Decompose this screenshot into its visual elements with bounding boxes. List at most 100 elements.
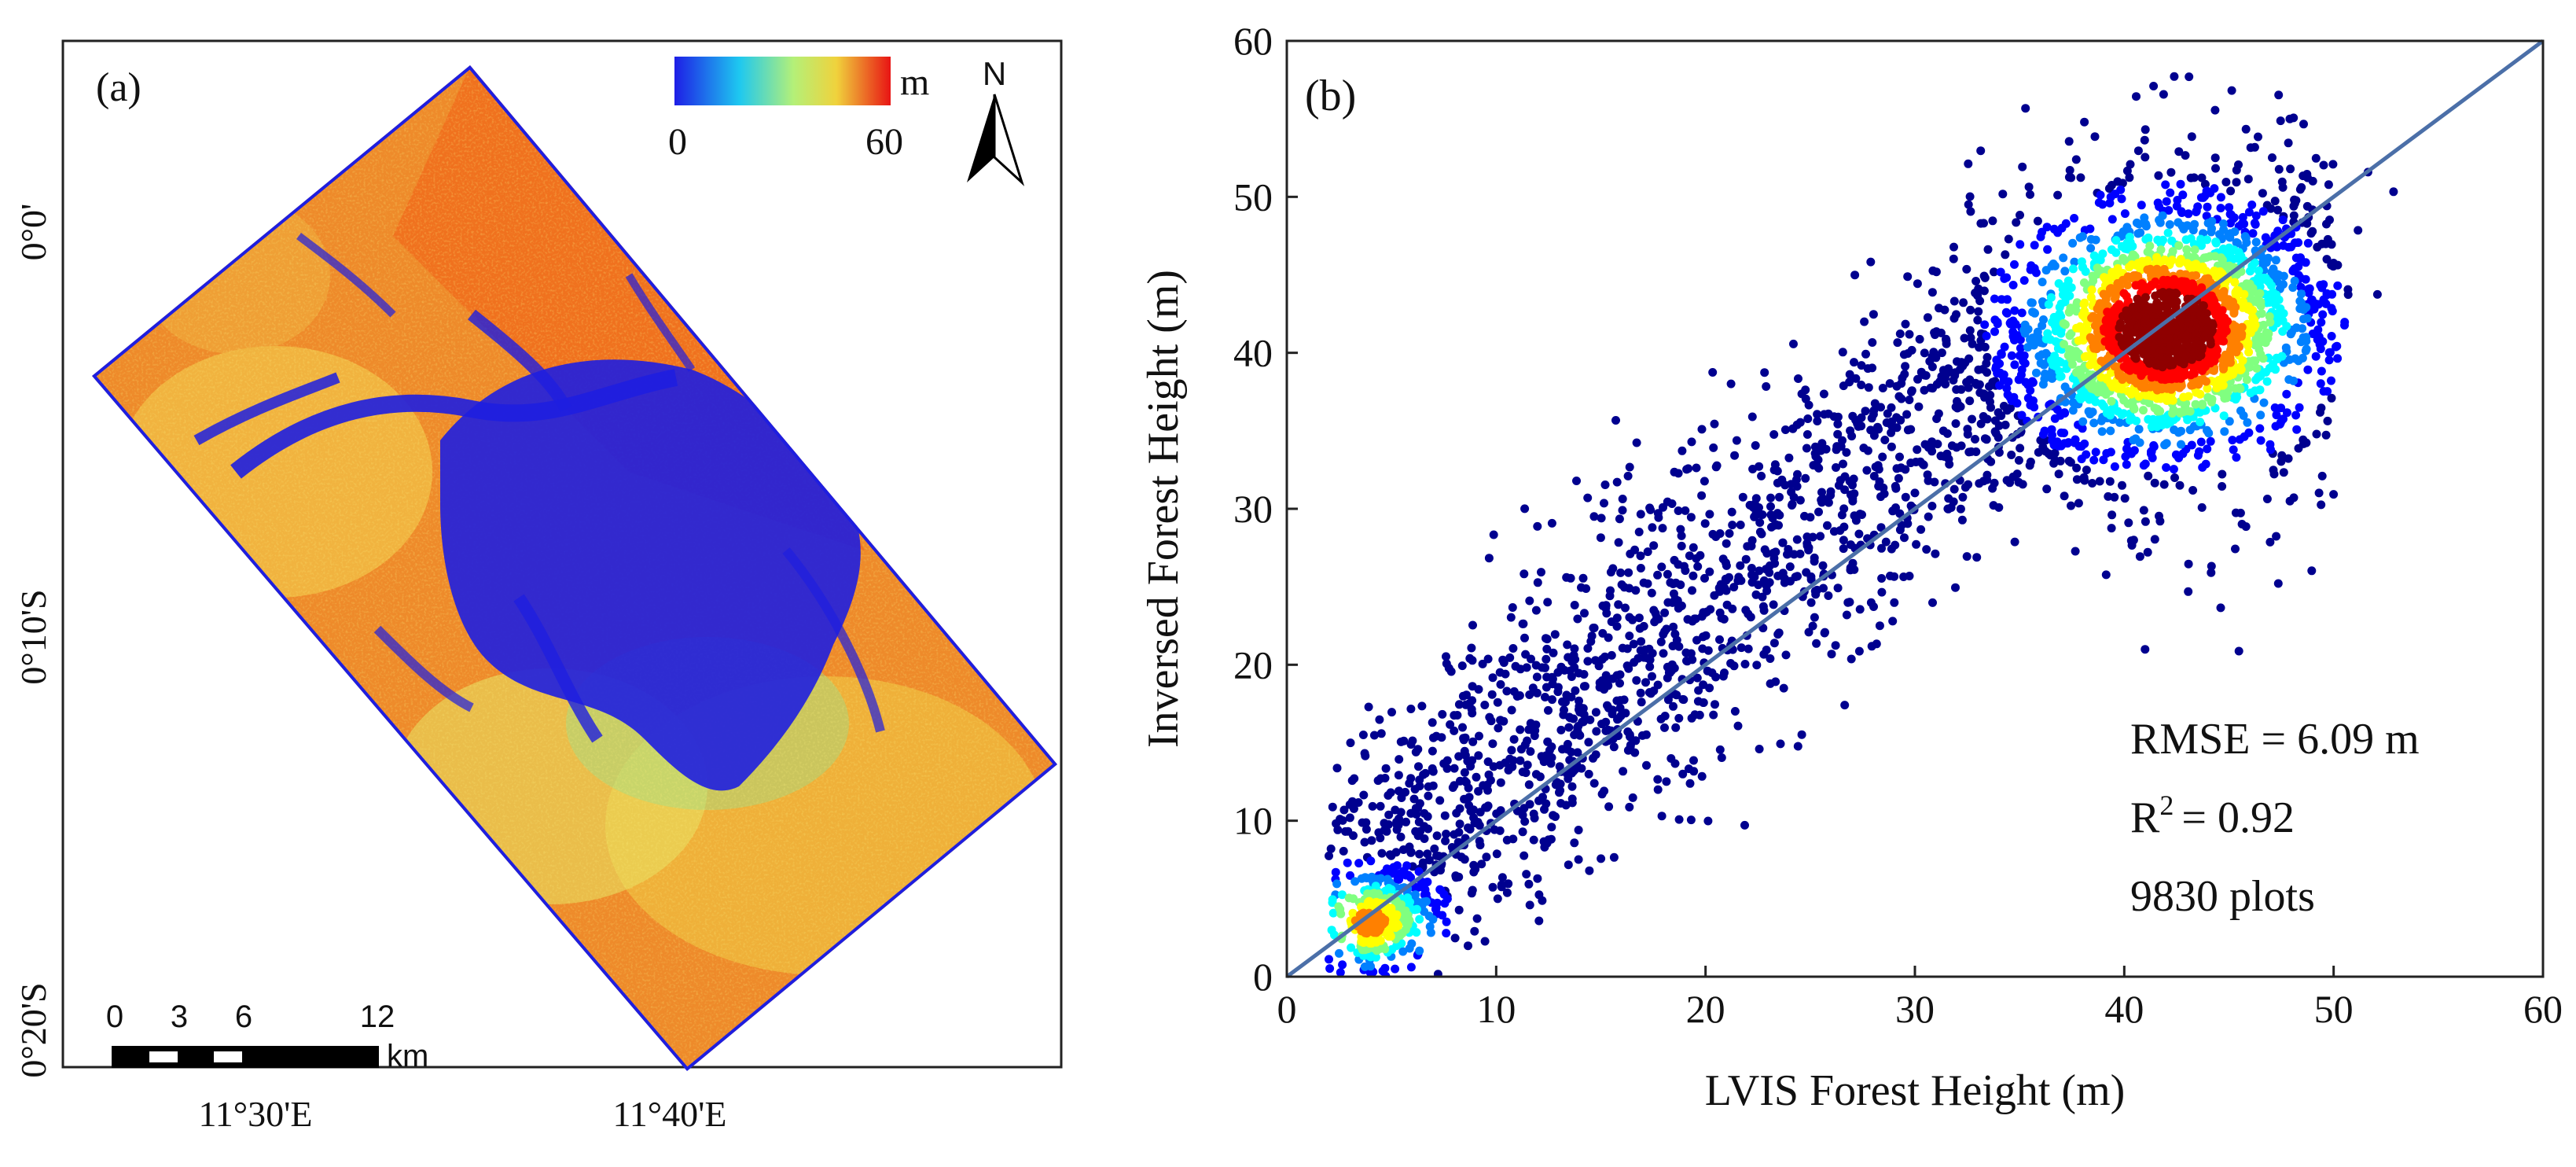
scatter-point	[2029, 396, 2038, 406]
scatter-point	[1423, 812, 1432, 821]
scatter-point	[1907, 386, 1916, 396]
scatter-point	[1890, 598, 1899, 607]
scatter-point	[1606, 586, 1615, 595]
scatter-point	[1505, 653, 1515, 662]
scatter-point	[2149, 441, 2159, 450]
scatter-point	[1869, 406, 1879, 415]
scatter-point	[2184, 209, 2193, 219]
scatter-point	[1697, 491, 1707, 500]
scatter-point	[2091, 235, 2100, 245]
scatter-point	[2118, 480, 2126, 490]
scatter-point	[1722, 539, 1731, 548]
scatter-point	[2195, 447, 2204, 456]
scatter-point	[1972, 277, 1981, 285]
scatter-point	[2060, 429, 2069, 438]
scatter-point	[1529, 835, 1538, 845]
scatter-point	[1432, 851, 1441, 860]
scatter-point	[1700, 477, 1709, 486]
scatter-point	[1648, 672, 1656, 681]
scatter-point	[2026, 457, 2035, 466]
scatter-point	[1957, 385, 1966, 394]
scatter-point	[2011, 319, 2020, 329]
scatter-point	[1636, 564, 1645, 572]
scatter-point	[2017, 410, 2027, 420]
scatter-point	[2323, 416, 2332, 425]
scatter-point	[2177, 440, 2185, 449]
scatter-point	[2067, 173, 2076, 182]
scatter-point	[1662, 777, 1671, 786]
scatter-point	[1589, 753, 1597, 763]
r2-annotation: R2 = 0.92	[2130, 790, 2295, 842]
scatter-point	[1377, 849, 1387, 858]
scatter-point	[1615, 514, 1624, 524]
scatter-point	[1831, 641, 1840, 650]
scatter-point	[2295, 403, 2304, 412]
scatter-point	[2247, 201, 2257, 209]
scatter-point	[1667, 499, 1677, 508]
scatter-point	[1730, 451, 1740, 460]
scatter-point	[2279, 468, 2288, 477]
scatter-point	[1940, 305, 1949, 315]
scatter-point	[1975, 380, 1984, 389]
scatter-point	[2184, 587, 2193, 596]
scatter-point	[1406, 705, 1416, 713]
scatter-point	[1567, 782, 1577, 791]
scatter-point	[2226, 219, 2235, 228]
scatter-point	[1424, 782, 1433, 791]
scatter-point	[1622, 644, 1632, 653]
scatter-point	[2141, 645, 2150, 654]
scatter-point	[1516, 664, 1525, 674]
scatter-point	[2296, 337, 2306, 347]
scatter-point	[2191, 399, 2200, 409]
scatter-point	[1676, 525, 1685, 534]
scatter-point	[2319, 387, 2328, 396]
scatter-point	[2291, 253, 2301, 263]
scatter-point	[1562, 690, 1571, 700]
scatter-point	[1720, 584, 1729, 593]
scatter-point	[1927, 447, 1937, 456]
scatter-point	[1766, 493, 1775, 503]
scatter-point	[2207, 568, 2216, 577]
scatter-point	[1530, 731, 1539, 741]
scatter-point	[1614, 538, 1623, 547]
scatter-point	[1546, 759, 1556, 768]
scatter-point	[2088, 407, 2097, 417]
scatter-point	[1846, 426, 1855, 436]
scatter-point	[1542, 635, 1552, 644]
scatter-point	[2262, 495, 2272, 503]
scatter-point	[2197, 173, 2207, 182]
scatter-point	[1440, 899, 1450, 908]
x-tick-label: 20	[1686, 987, 1725, 1031]
scatter-point	[1357, 874, 1366, 883]
scatter-point	[1949, 254, 1958, 263]
scatter-point	[1583, 657, 1593, 666]
scatter-point	[1813, 410, 1822, 419]
scatter-point	[2097, 427, 2107, 436]
scatter-point	[1866, 598, 1876, 607]
scatter-point	[1579, 710, 1589, 720]
scatter-point	[1712, 461, 1722, 470]
scatter-point	[1994, 503, 2004, 512]
scatter-point	[2197, 503, 2207, 512]
scatter-point	[2165, 220, 2174, 229]
scatter-point	[1888, 617, 1898, 626]
scatter-point	[2149, 82, 2159, 90]
scatter-point	[2317, 500, 2326, 510]
scatter-point	[2216, 193, 2225, 202]
scatter-point	[1983, 414, 1992, 424]
scatter-point	[2140, 135, 2149, 145]
scatter-point	[1920, 348, 1929, 358]
scatter-point	[2288, 283, 2298, 293]
scatter-point	[1533, 874, 1542, 883]
scatter-point	[1428, 746, 1437, 756]
scatter-point	[1705, 683, 1714, 693]
scatter-point	[2130, 446, 2139, 455]
scatter-point	[2266, 204, 2276, 213]
scatter-point	[2060, 382, 2070, 392]
scatter-point	[2060, 267, 2070, 276]
scatter-point	[2187, 132, 2196, 142]
scatter-point	[1966, 207, 1975, 216]
scatter-point	[2060, 491, 2069, 501]
scatter-point	[2001, 250, 2010, 260]
scatter-point	[1817, 488, 1826, 497]
